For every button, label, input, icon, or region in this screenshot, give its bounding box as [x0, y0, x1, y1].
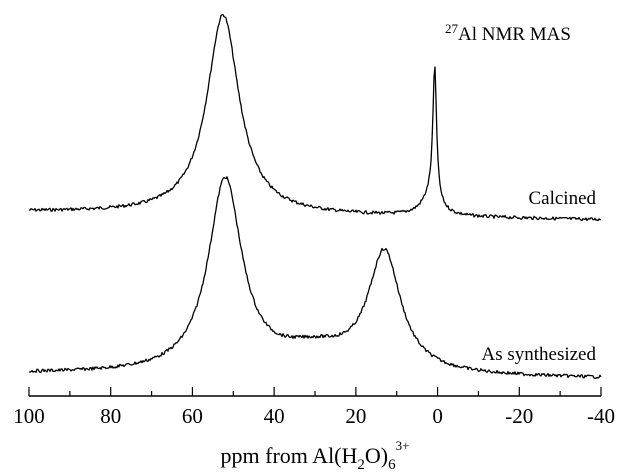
x-tick-label: 20	[345, 404, 366, 428]
x-axis-title-main: ppm from Al(H	[221, 443, 358, 468]
title-main: Al NMR MAS	[458, 24, 571, 45]
traces-group	[28, 13, 602, 379]
x-axis-title: ppm from Al(H2O)63+	[221, 438, 410, 473]
trace-calcined	[28, 13, 602, 222]
x-tick-label: -20	[505, 404, 533, 428]
x-axis-title-mid: O)	[365, 443, 388, 468]
trace-as-synthesized	[28, 176, 602, 379]
series-label-as-synthesized: As synthesized	[481, 344, 596, 365]
x-axis-tick-labels: 100 80 60 40 20 0 -20 -40	[13, 404, 615, 428]
x-tick-label: 100	[13, 404, 45, 428]
series-label-calcined: Calcined	[528, 188, 596, 209]
x-tick-label: 0	[432, 404, 443, 428]
x-tick-label: 80	[100, 404, 121, 428]
x-axis-title-sup: 3+	[396, 438, 410, 453]
x-tick-label: 60	[182, 404, 203, 428]
x-tick-label: -40	[587, 404, 615, 428]
x-axis-title-sub2: 6	[388, 457, 396, 473]
x-axis-title-sub1: 2	[357, 457, 365, 473]
x-tick-label: 40	[264, 404, 285, 428]
title-superscript: 27	[445, 21, 459, 36]
chart-title: 27Al NMR MAS	[445, 21, 571, 45]
x-axis-ticks	[28, 387, 602, 396]
